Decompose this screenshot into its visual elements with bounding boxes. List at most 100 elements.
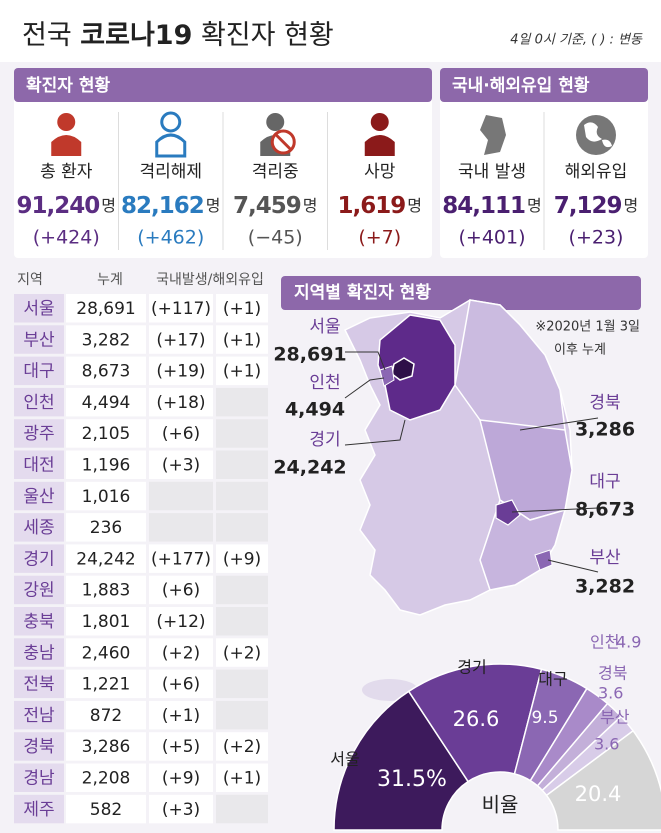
table-cell <box>66 294 146 323</box>
table-value: (+117) <box>151 299 211 319</box>
table-cell <box>216 638 268 667</box>
table-cell <box>216 325 268 354</box>
value-unit: 명 <box>101 196 116 215</box>
table-value: (+2) <box>223 643 261 663</box>
table-cell <box>14 794 64 824</box>
value-unit: 명 <box>206 196 221 215</box>
table-cell <box>66 387 146 417</box>
item-value: 84,111 명 <box>442 193 542 219</box>
table-cell <box>66 794 146 824</box>
table-cell <box>149 607 213 636</box>
donut-segment <box>333 690 470 831</box>
table-cell <box>66 356 146 386</box>
icon <box>480 115 506 155</box>
panel-title: 국내·해외유입 현황 <box>452 76 590 96</box>
map-value: 3,282 <box>575 576 635 598</box>
table-cell <box>149 575 213 605</box>
region-name: 제주 <box>23 800 54 820</box>
value-number: 7,459 <box>233 193 301 219</box>
value-unit: 명 <box>527 196 542 215</box>
icon-head <box>370 113 389 131</box>
table-cell <box>14 356 64 386</box>
item-value: 7,129 명 <box>554 193 639 219</box>
segment-value: 26.6 <box>453 707 500 731</box>
table-cell <box>14 419 64 448</box>
leader-line <box>344 419 406 446</box>
table-cell <box>14 325 64 354</box>
map-region: 대구 <box>589 472 620 492</box>
segment-name: 경기 <box>457 658 486 677</box>
table-value: (+5) <box>162 737 200 757</box>
table-cell <box>149 638 213 667</box>
table-cell <box>66 513 146 542</box>
table-cell <box>66 700 146 730</box>
table-cell <box>149 700 213 730</box>
segment-name: 인천 <box>590 633 619 652</box>
map-header <box>281 276 641 310</box>
table-cell <box>14 669 64 699</box>
table-value: (+1) <box>223 299 261 319</box>
leader-line <box>345 351 386 371</box>
table-cell <box>149 669 213 699</box>
table-cell <box>216 544 268 573</box>
region-name: 경북 <box>23 737 54 757</box>
leader-line <box>519 417 599 431</box>
map-value: 28,691 <box>273 344 346 366</box>
table-header: 국내발생/해외유입 <box>156 272 264 288</box>
item-label: 사망 <box>364 162 396 182</box>
table-cell <box>216 294 268 323</box>
icon <box>364 113 395 156</box>
leader-line <box>547 559 599 573</box>
donut-segment <box>407 663 543 783</box>
korea-map <box>343 299 599 701</box>
map-note: 이후 누계 <box>554 343 606 358</box>
table-cell <box>14 481 64 511</box>
busan <box>534 549 553 571</box>
table-value: 24,242 <box>76 549 135 569</box>
map-region: 경북 <box>589 393 620 413</box>
table-value: (+1) <box>223 330 261 350</box>
map-region: 인천 <box>309 373 340 393</box>
table-header: 지역 <box>17 272 43 288</box>
item-change: (+424) <box>33 227 100 249</box>
table-cell <box>66 544 146 573</box>
item-value: 1,619 명 <box>338 193 423 219</box>
icon <box>576 115 616 155</box>
table-cell <box>66 450 146 479</box>
table-value: 1,016 <box>82 487 131 507</box>
table-value: 1,801 <box>82 612 131 632</box>
table-value: 2,460 <box>82 643 131 663</box>
icon-head <box>57 113 76 131</box>
segment-value: 3.6 <box>598 684 623 703</box>
value-number: 84,111 <box>442 193 525 219</box>
table-cell <box>149 419 213 448</box>
map-title: 지역별 확진자 현황 <box>294 283 431 303</box>
icon-body <box>155 133 187 158</box>
table-value: (+177) <box>151 549 211 569</box>
table-cell <box>66 732 146 761</box>
value-number: 7,129 <box>554 193 622 219</box>
segment-value: 20.4 <box>575 782 622 806</box>
table-cell <box>149 763 213 792</box>
item-label: 국내 발생 <box>458 162 526 182</box>
map-region: 서울 <box>309 317 340 337</box>
table-cell <box>66 763 146 792</box>
segment-value: 3.6 <box>594 735 619 754</box>
table-cell <box>216 387 268 417</box>
table-cell <box>216 419 268 448</box>
region-name: 전북 <box>23 675 54 695</box>
item-change: (−45) <box>248 227 303 249</box>
region-name: 충북 <box>23 612 54 632</box>
table-value: 582 <box>90 800 122 820</box>
map-value: 3,286 <box>575 419 635 441</box>
table-cell <box>216 356 268 386</box>
table-cell <box>149 450 213 479</box>
table-value: (+6) <box>162 424 200 444</box>
icon-body <box>51 135 82 156</box>
segment-value: 4.9 <box>616 633 641 652</box>
map-value: 8,673 <box>575 499 635 521</box>
table-value: (+2) <box>162 643 200 663</box>
table-value: 3,282 <box>82 330 131 350</box>
icon <box>51 113 82 156</box>
